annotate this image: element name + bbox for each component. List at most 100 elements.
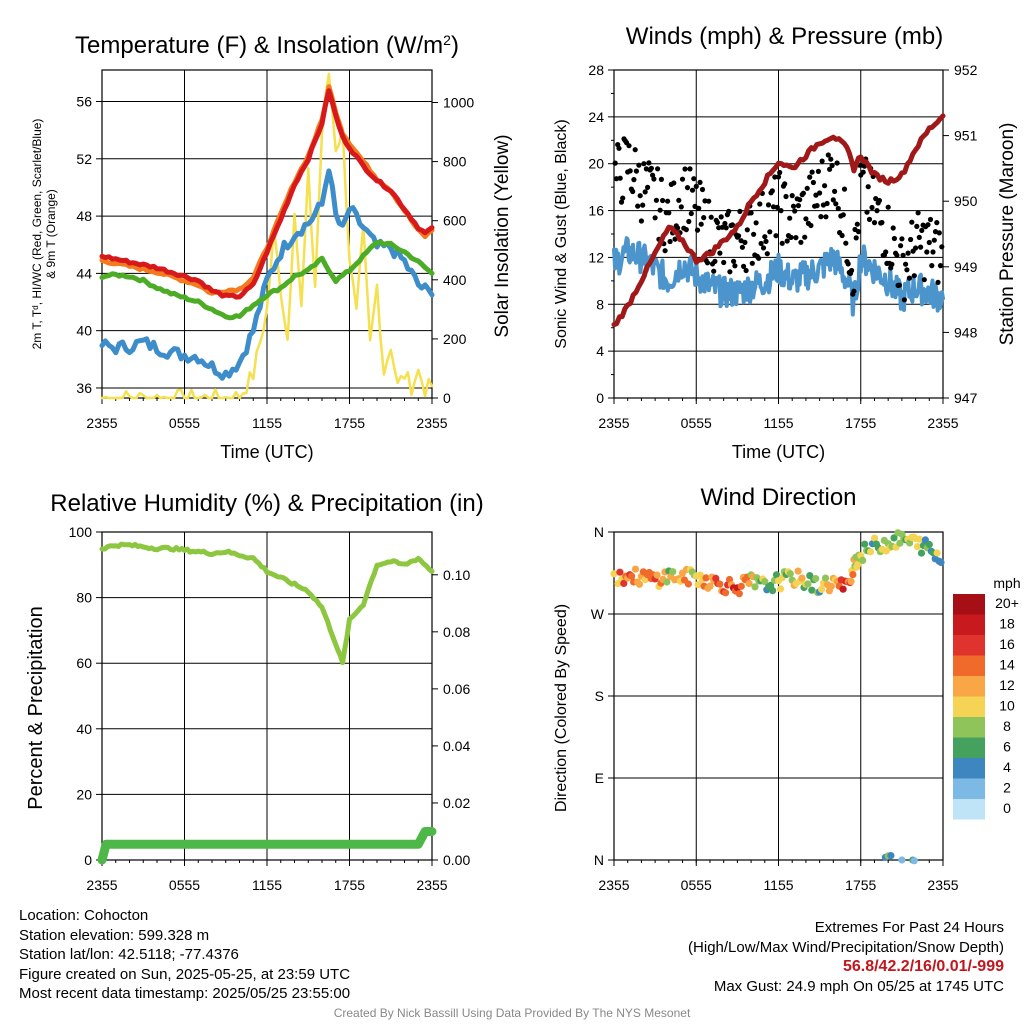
direction-point bbox=[745, 579, 753, 588]
gust-point bbox=[658, 176, 665, 182]
credit-line: Created By Nick Bassill Using Data Provi… bbox=[333, 1006, 691, 1020]
gust-point bbox=[854, 221, 860, 227]
gust-point bbox=[686, 218, 692, 225]
gust-point bbox=[905, 250, 911, 256]
legend-swatch bbox=[953, 655, 985, 676]
series-line-sonic-wind bbox=[612, 236, 945, 317]
gust-point bbox=[818, 214, 824, 220]
gust-point bbox=[815, 168, 822, 174]
x-axis-label: Time (UTC) bbox=[732, 442, 825, 462]
y-right-tick-label: 1000 bbox=[443, 95, 474, 111]
legend-label: 18 bbox=[999, 616, 1015, 632]
x-tick-label: 2355 bbox=[927, 415, 958, 431]
direction-point bbox=[772, 571, 781, 579]
direction-point bbox=[776, 585, 785, 593]
gust-point bbox=[898, 243, 904, 249]
gust-point bbox=[655, 166, 661, 172]
direction-point bbox=[870, 534, 879, 542]
direction-point bbox=[616, 568, 624, 576]
direction-point bbox=[737, 582, 745, 590]
y-right-tick-label: 951 bbox=[954, 128, 978, 144]
gust-point bbox=[652, 215, 658, 221]
gust-point bbox=[783, 193, 789, 200]
gust-point bbox=[926, 239, 932, 246]
gust-point bbox=[925, 222, 931, 228]
gust-point bbox=[701, 215, 707, 221]
gust-point bbox=[885, 204, 891, 210]
gust-point bbox=[666, 210, 672, 216]
x-tick-label: 2355 bbox=[416, 415, 447, 431]
direction-point bbox=[925, 540, 933, 549]
gust-point bbox=[829, 162, 835, 169]
gust-point bbox=[890, 225, 896, 231]
y-right-tick-label: 0.08 bbox=[443, 624, 470, 640]
gust-point bbox=[864, 209, 870, 215]
gust-point bbox=[760, 245, 767, 251]
legend-swatch bbox=[953, 758, 985, 779]
y-tick-label: 80 bbox=[76, 590, 92, 606]
x-tick-label: 1155 bbox=[763, 877, 793, 893]
gust-point bbox=[849, 267, 855, 274]
gust-point bbox=[839, 232, 845, 239]
gust-point bbox=[688, 210, 694, 217]
gust-point bbox=[641, 161, 647, 167]
direction-point bbox=[706, 582, 714, 590]
y-tick-label: 24 bbox=[588, 109, 604, 125]
figure-created: Figure created on Sun, 2025-05-25, at 23… bbox=[19, 965, 351, 983]
x-tick-label: 2355 bbox=[416, 877, 447, 893]
legend-swatch bbox=[953, 635, 985, 656]
direction-point bbox=[887, 852, 895, 860]
direction-point bbox=[702, 574, 710, 582]
legend-label: 20+ bbox=[995, 595, 1019, 611]
x-tick-label: 1755 bbox=[334, 415, 365, 431]
legend-label: 14 bbox=[999, 657, 1015, 673]
max-gust: Max Gust: 24.9 mph On 05/25 at 1745 UTC bbox=[713, 977, 1004, 995]
y-right-tick-label: 0.02 bbox=[443, 795, 470, 811]
x-tick-label: 1755 bbox=[845, 877, 876, 893]
gust-point bbox=[930, 249, 936, 255]
gust-point bbox=[913, 245, 919, 251]
gust-point bbox=[744, 227, 750, 233]
gust-point bbox=[708, 214, 714, 220]
gust-point bbox=[891, 235, 898, 242]
gust-point bbox=[876, 197, 883, 204]
gust-point bbox=[866, 216, 873, 222]
y-tick-label: 56 bbox=[76, 94, 92, 110]
gust-point bbox=[748, 210, 754, 216]
y-tick-label: 36 bbox=[76, 380, 92, 396]
gust-point bbox=[899, 236, 905, 242]
gust-point bbox=[869, 204, 875, 211]
legend-label: 0 bbox=[1003, 800, 1011, 816]
y-tick-label: 0 bbox=[596, 390, 604, 406]
gust-point bbox=[774, 204, 780, 210]
gust-point bbox=[827, 166, 833, 172]
direction-point bbox=[847, 577, 855, 586]
gust-point bbox=[939, 244, 945, 250]
gust-point bbox=[675, 225, 681, 231]
chart-title: Wind Direction bbox=[700, 484, 856, 511]
y-tick-label: 52 bbox=[76, 151, 92, 167]
direction-point bbox=[910, 857, 918, 865]
direction-point bbox=[821, 574, 830, 582]
gust-point bbox=[651, 176, 657, 182]
station-elevation: Station elevation: 599.328 m bbox=[19, 926, 210, 944]
direction-point bbox=[859, 556, 867, 565]
direction-point bbox=[669, 568, 677, 576]
gust-point bbox=[667, 238, 673, 245]
x-tick-label: 2355 bbox=[598, 415, 629, 431]
y-right-tick-label: 400 bbox=[443, 272, 467, 288]
gust-point bbox=[683, 227, 689, 233]
series-line-dewpoint bbox=[99, 239, 435, 321]
gust-point bbox=[798, 239, 804, 245]
gust-point bbox=[889, 261, 895, 267]
legend-label: 10 bbox=[999, 698, 1015, 714]
gust-point bbox=[908, 236, 914, 243]
title-superscript: 2 bbox=[443, 32, 451, 48]
gust-point bbox=[773, 233, 779, 239]
gust-point bbox=[918, 244, 924, 250]
gust-point bbox=[698, 221, 704, 227]
extremes-values: 56.8/42.2/16/0.01/-999 bbox=[842, 958, 1004, 975]
gust-point bbox=[934, 220, 940, 226]
x-tick-label: 2355 bbox=[598, 877, 629, 893]
x-tick-label: 1155 bbox=[252, 415, 282, 431]
